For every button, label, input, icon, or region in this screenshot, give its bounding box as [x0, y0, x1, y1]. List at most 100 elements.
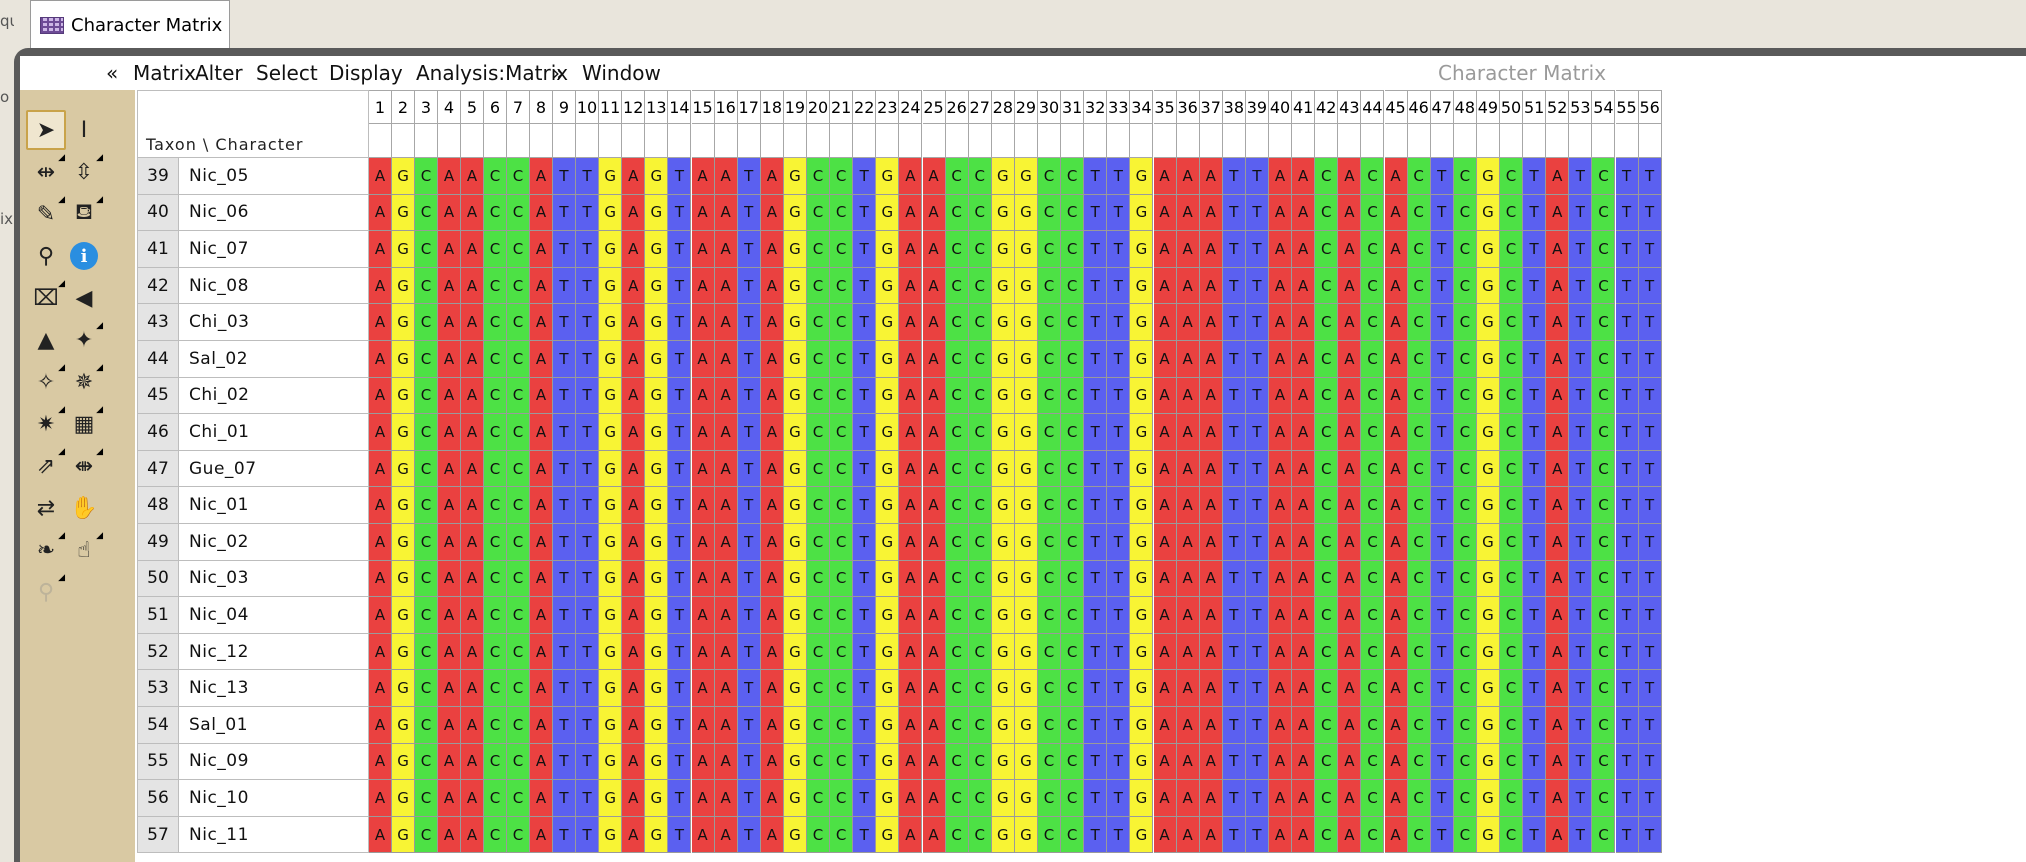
matrix-cell[interactable]: T	[1430, 597, 1454, 634]
matrix-cell[interactable]: G	[392, 780, 415, 817]
matrix-cell[interactable]: C	[1038, 560, 1062, 598]
matrix-cell[interactable]: A	[760, 414, 784, 451]
column-header[interactable]: 28	[991, 90, 1015, 124]
matrix-cell[interactable]: C	[945, 487, 969, 524]
matrix-cell[interactable]: C	[1500, 597, 1524, 634]
matrix-cell[interactable]: A	[461, 377, 484, 415]
matrix-cell[interactable]: G	[991, 304, 1015, 341]
matrix-cell[interactable]: T	[1245, 633, 1269, 671]
matrix-cell[interactable]: A	[438, 377, 461, 415]
matrix-cell[interactable]: T	[1615, 158, 1639, 195]
matrix-cell[interactable]: A	[922, 158, 946, 195]
matrix-cell[interactable]: G	[1130, 524, 1154, 561]
matrix-cell[interactable]: C	[807, 377, 831, 415]
matrix-cell[interactable]: G	[599, 780, 623, 817]
matrix-cell[interactable]: C	[1500, 304, 1524, 341]
matrix-cell[interactable]: A	[622, 231, 646, 268]
matrix-cell[interactable]: A	[1292, 633, 1316, 671]
matrix-cell[interactable]: A	[1384, 194, 1408, 232]
column-header[interactable]: 20	[807, 90, 831, 124]
matrix-cell[interactable]: A	[691, 633, 715, 671]
tool-paint-bucket[interactable]: ⛾ ◢	[64, 194, 104, 234]
matrix-cell[interactable]: G	[392, 377, 415, 415]
matrix-cell[interactable]: A	[1199, 816, 1223, 854]
column-header[interactable]: 17	[737, 90, 761, 124]
taxon-name[interactable]: Chi_02	[179, 377, 369, 415]
matrix-cell[interactable]: A	[922, 487, 946, 524]
matrix-cell[interactable]: T	[1222, 816, 1246, 854]
matrix-cell[interactable]: C	[1038, 377, 1062, 415]
matrix-cell[interactable]: C	[1315, 597, 1339, 634]
row-number[interactable]: 47	[137, 450, 179, 488]
matrix-cell[interactable]: A	[1199, 780, 1223, 817]
matrix-cell[interactable]: C	[1592, 780, 1616, 817]
column-header[interactable]: 14	[668, 90, 692, 124]
matrix-cell[interactable]: C	[1500, 560, 1524, 598]
matrix-cell[interactable]: A	[1176, 450, 1200, 488]
matrix-cell[interactable]: T	[853, 414, 877, 451]
matrix-cell[interactable]: A	[1292, 194, 1316, 232]
column-name-cell[interactable]	[1245, 124, 1269, 158]
matrix-cell[interactable]: T	[1638, 304, 1662, 341]
matrix-cell[interactable]: C	[968, 304, 992, 341]
matrix-cell[interactable]: G	[645, 304, 669, 341]
column-header[interactable]: 56	[1638, 90, 1662, 124]
matrix-cell[interactable]: C	[1407, 633, 1431, 671]
matrix-cell[interactable]: C	[807, 743, 831, 781]
matrix-cell[interactable]: A	[714, 158, 738, 195]
matrix-cell[interactable]: C	[807, 816, 831, 854]
matrix-cell[interactable]: A	[691, 707, 715, 744]
matrix-cell[interactable]: G	[645, 450, 669, 488]
matrix-cell[interactable]: T	[576, 231, 600, 268]
column-header[interactable]: 23	[876, 90, 900, 124]
matrix-cell[interactable]: C	[968, 597, 992, 634]
matrix-cell[interactable]: T	[1615, 194, 1639, 232]
matrix-cell[interactable]: G	[1014, 780, 1038, 817]
matrix-cell[interactable]: C	[1061, 743, 1085, 781]
matrix-cell[interactable]: G	[645, 231, 669, 268]
matrix-cell[interactable]: A	[1269, 743, 1293, 781]
matrix-cell[interactable]: T	[1615, 341, 1639, 378]
matrix-cell[interactable]: A	[691, 670, 715, 707]
matrix-cell[interactable]: G	[876, 231, 900, 268]
matrix-cell[interactable]: T	[553, 450, 576, 488]
matrix-cell[interactable]: G	[599, 560, 623, 598]
matrix-cell[interactable]: T	[737, 560, 761, 598]
matrix-cell[interactable]: T	[1615, 414, 1639, 451]
matrix-cell[interactable]: A	[899, 524, 923, 561]
matrix-cell[interactable]: G	[645, 158, 669, 195]
matrix-cell[interactable]: A	[438, 267, 461, 305]
matrix-cell[interactable]: T	[576, 194, 600, 232]
matrix-cell[interactable]: T	[1523, 560, 1547, 598]
matrix-cell[interactable]: G	[645, 377, 669, 415]
matrix-cell[interactable]: T	[1430, 194, 1454, 232]
matrix-cell[interactable]: A	[622, 304, 646, 341]
column-name-cell[interactable]	[1407, 124, 1431, 158]
matrix-cell[interactable]: C	[1038, 158, 1062, 195]
column-header[interactable]: 43	[1338, 90, 1362, 124]
row-number[interactable]: 42	[137, 267, 179, 305]
matrix-cell[interactable]: A	[714, 450, 738, 488]
column-header[interactable]: 6	[484, 90, 507, 124]
matrix-cell[interactable]: T	[576, 304, 600, 341]
column-header[interactable]: 15	[691, 90, 715, 124]
matrix-cell[interactable]: C	[945, 341, 969, 378]
matrix-cell[interactable]: A	[438, 816, 461, 854]
matrix-cell[interactable]: G	[1130, 267, 1154, 305]
matrix-cell[interactable]: A	[1199, 341, 1223, 378]
matrix-cell[interactable]: A	[1292, 377, 1316, 415]
matrix-cell[interactable]: A	[622, 560, 646, 598]
matrix-cell[interactable]: A	[1269, 707, 1293, 744]
matrix-cell[interactable]: G	[991, 560, 1015, 598]
column-header[interactable]: 27	[968, 90, 992, 124]
matrix-cell[interactable]: T	[1245, 158, 1269, 195]
matrix-cell[interactable]: A	[714, 524, 738, 561]
matrix-cell[interactable]: T	[1523, 597, 1547, 634]
matrix-cell[interactable]: A	[760, 597, 784, 634]
matrix-cell[interactable]: G	[599, 816, 623, 854]
matrix-cell[interactable]: T	[553, 377, 576, 415]
matrix-cell[interactable]: A	[922, 194, 946, 232]
matrix-cell[interactable]: A	[922, 743, 946, 781]
matrix-cell[interactable]: T	[1638, 194, 1662, 232]
matrix-cell[interactable]: C	[1361, 158, 1385, 195]
